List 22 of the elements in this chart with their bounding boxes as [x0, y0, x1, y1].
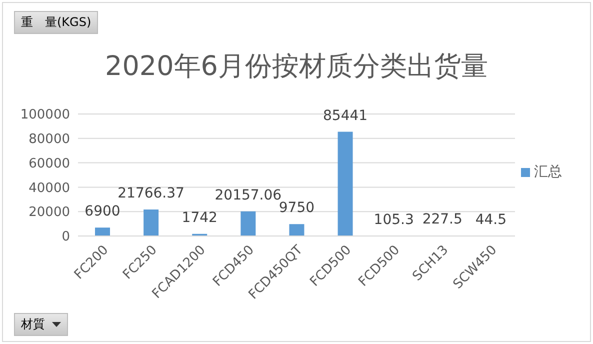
legend-label: 汇总 — [534, 164, 562, 180]
y-tick-label: 20000 — [28, 205, 70, 220]
y-tick-label: 40000 — [28, 180, 70, 196]
chart-title: 2020年6月份按材质分类出货量 — [104, 50, 489, 84]
y-tick-label: 100000 — [20, 108, 70, 123]
bar — [289, 224, 304, 236]
data-label: 21766.37 — [118, 185, 184, 202]
data-label: 44.5 — [475, 212, 507, 228]
y-tick-label: 80000 — [28, 132, 70, 148]
text: 重 量(KGS) — [14, 11, 98, 34]
data-label: 85441 — [323, 108, 368, 124]
y-tick-label: 60000 — [28, 156, 70, 172]
bar — [240, 211, 256, 236]
data-label: 6900 — [84, 204, 120, 220]
data-label: 1742 — [182, 210, 218, 226]
bar — [95, 228, 110, 236]
data-label: 105.3 — [374, 212, 414, 228]
bar — [338, 132, 353, 236]
bar — [144, 209, 159, 236]
data-label: 227.5 — [422, 212, 462, 228]
x-axis-title: 材質 — [21, 316, 45, 333]
y-tick-label: 0 — [62, 230, 70, 245]
